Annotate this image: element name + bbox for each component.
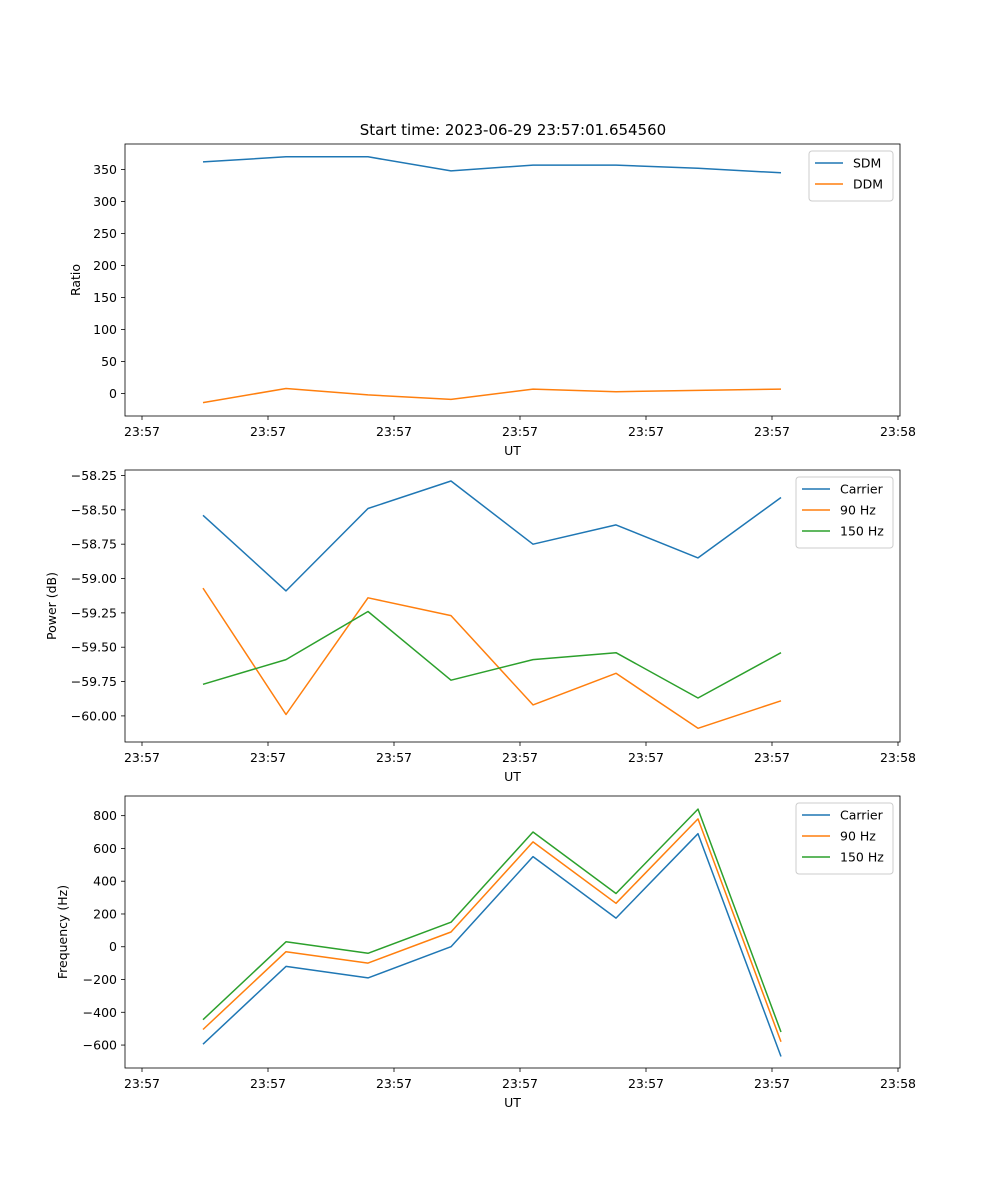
y-tick-label: 0 — [109, 939, 117, 954]
series-line-1 — [202, 156, 782, 174]
x-tick-label: 23:57 — [376, 750, 412, 765]
y-tick-label: 200 — [93, 258, 117, 273]
chart-panel-2: 23:57 23:57 23:57 23:57 23:57 23:57 23:58 −60.0… — [44, 468, 916, 784]
legend-label: 150 Hz — [840, 850, 884, 865]
axes-frame — [124, 143, 901, 417]
y-tick-label: 400 — [93, 874, 117, 889]
x-tick-label: 23:57 — [628, 750, 664, 765]
axes-frame — [124, 795, 901, 1069]
x-tick-label: 23:57 — [754, 750, 790, 765]
y-tick-label: −58.50 — [71, 502, 117, 517]
x-tick-label: 23:57 — [754, 1076, 790, 1091]
legend-label: 90 Hz — [840, 829, 876, 844]
x-axis-label: UT — [504, 1095, 521, 1110]
y-tick-label: −59.75 — [71, 674, 117, 689]
axes-frame — [124, 469, 901, 743]
y-tick-label: −400 — [83, 1005, 117, 1020]
legend-label: 150 Hz — [840, 524, 884, 539]
x-axis-label: UT — [504, 769, 521, 784]
y-tick-label: 600 — [93, 841, 117, 856]
chart-panels: 23:57 23:57 23:57 23:57 23:57 23:57 23:58 0 50 10… — [44, 143, 916, 1110]
x-tick-label: 23:57 — [376, 1076, 412, 1091]
x-tick-label: 23:57 — [250, 424, 286, 439]
x-tick-label: 23:57 — [754, 424, 790, 439]
x-tick-label: 23:57 — [502, 750, 538, 765]
series-line-2 — [202, 587, 782, 730]
y-tick-label: −59.50 — [71, 640, 117, 655]
y-tick-label: −600 — [83, 1038, 117, 1053]
y-tick-label: 200 — [93, 906, 117, 921]
y-tick-label: −58.25 — [71, 468, 117, 483]
series-line-2 — [202, 387, 782, 404]
y-axis-label: Ratio — [68, 264, 83, 296]
y-tick-label: −58.75 — [71, 537, 117, 552]
series-line-1 — [202, 480, 782, 592]
legend-label: 90 Hz — [840, 503, 876, 518]
y-axis-label: Power (dB) — [44, 572, 59, 640]
figure-title: Start time: 2023-06-29 23:57:01.654560 — [360, 121, 666, 139]
series-line-1 — [202, 832, 782, 1057]
x-tick-label: 23:58 — [880, 1076, 916, 1091]
legend-label: Carrier — [840, 482, 884, 497]
y-tick-label: −59.25 — [71, 605, 117, 620]
y-tick-label: −59.00 — [71, 571, 117, 586]
chart-panel-3: 23:57 23:57 23:57 23:57 23:57 23:57 23:58 −600 −… — [55, 795, 916, 1110]
x-tick-label: 23:58 — [880, 424, 916, 439]
x-tick-label: 23:57 — [502, 1076, 538, 1091]
y-tick-label: 350 — [93, 162, 117, 177]
x-tick-label: 23:58 — [880, 750, 916, 765]
x-axis-label: UT — [504, 443, 521, 458]
y-tick-label: 0 — [109, 386, 117, 401]
x-tick-label: 23:57 — [124, 1076, 160, 1091]
y-tick-label: 150 — [93, 290, 117, 305]
x-tick-label: 23:57 — [628, 424, 664, 439]
legend-label: DDM — [853, 177, 883, 192]
legend-label: Carrier — [840, 808, 884, 823]
legend: SDM DDM — [808, 150, 894, 202]
y-tick-label: −60.00 — [71, 708, 117, 723]
series-line-3 — [202, 808, 782, 1033]
x-tick-label: 23:57 — [250, 750, 286, 765]
chart-panel-1: 23:57 23:57 23:57 23:57 23:57 23:57 23:58 0 50 10… — [68, 143, 916, 458]
series-line-2 — [202, 818, 782, 1043]
y-tick-label: 800 — [93, 808, 117, 823]
y-tick-label: 300 — [93, 194, 117, 209]
x-tick-label: 23:57 — [250, 1076, 286, 1091]
series-line-3 — [202, 610, 782, 699]
x-tick-label: 23:57 — [628, 1076, 664, 1091]
y-tick-label: 50 — [101, 354, 117, 369]
x-tick-label: 23:57 — [376, 424, 412, 439]
y-tick-label: −200 — [83, 972, 117, 987]
legend: Carrier 90 Hz 150 Hz — [795, 476, 894, 549]
y-axis-label: Frequency (Hz) — [55, 885, 70, 979]
x-tick-label: 23:57 — [124, 750, 160, 765]
y-tick-label: 100 — [93, 322, 117, 337]
y-tick-label: 250 — [93, 226, 117, 241]
legend: Carrier 90 Hz 150 Hz — [795, 802, 894, 875]
x-tick-label: 23:57 — [124, 424, 160, 439]
x-tick-label: 23:57 — [502, 424, 538, 439]
legend-label: SDM — [853, 156, 881, 171]
